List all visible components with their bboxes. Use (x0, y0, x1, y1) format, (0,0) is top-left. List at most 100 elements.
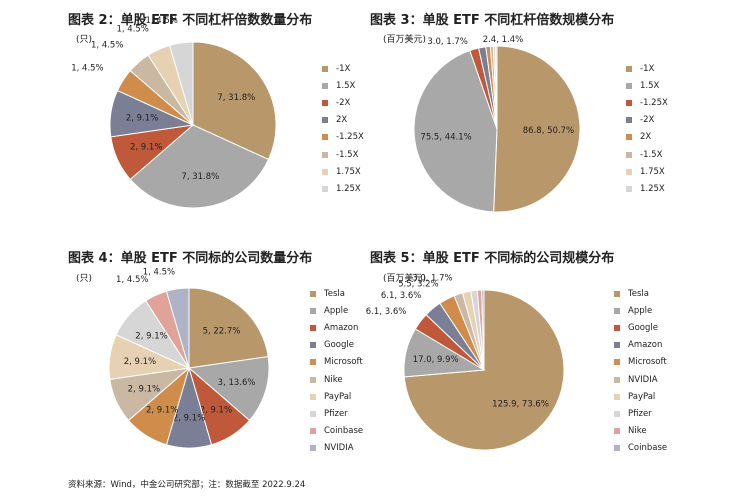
legend-swatch (626, 151, 632, 158)
legend-label: -1.25X (336, 132, 364, 143)
legend-swatch (614, 290, 620, 297)
legend-swatch (322, 65, 328, 72)
legend-label: Pfizer (324, 408, 348, 419)
legend-swatch (322, 168, 328, 175)
source-note: 资料来源：Wind，中金公司研究部；注：数据截至 2022.9.24 (68, 480, 306, 490)
data-label: 7, 31.8% (181, 172, 219, 182)
data-label: 17.0, 9.9% (413, 355, 459, 365)
data-label: 5.5, 3.2% (398, 280, 439, 290)
legend-swatch (614, 307, 620, 314)
legend-item: Pfizer (310, 405, 363, 422)
chart-unit: (只) (76, 35, 93, 45)
legend-swatch (626, 99, 632, 106)
data-label: 2.4, 1.4% (483, 35, 524, 45)
legend-label: 1.75X (640, 166, 665, 177)
legend-swatch (614, 359, 620, 366)
data-label: 86.8, 50.7% (523, 126, 574, 136)
data-label: 6.1, 3.6% (366, 307, 407, 317)
legend-swatch (310, 342, 316, 349)
legend-swatch (614, 376, 620, 383)
data-label: 3.0, 1.7% (412, 274, 453, 284)
legend-label: Microsoft (628, 357, 667, 368)
legend-swatch (310, 410, 316, 417)
data-label: 1, 4.5% (91, 41, 123, 51)
legend-swatch (310, 359, 316, 366)
legend-label: Nike (628, 426, 647, 437)
legend: Tesla Apple Google Amazon Microsoft NVIDIA Pay… (614, 285, 667, 457)
legend-swatch (614, 428, 620, 435)
legend-label: Tesla (628, 288, 649, 299)
legend-item: Coinbase (614, 440, 667, 457)
data-label: 2, 9.1% (200, 406, 232, 416)
legend-item: Nike (614, 423, 667, 440)
legend-item: -1X (322, 60, 364, 77)
legend-label: -1.25X (640, 97, 668, 108)
legend-swatch (614, 324, 620, 331)
chart-title: 图表 5：单股 ETF 不同标的公司规模分布 (370, 251, 615, 266)
legend-swatch (614, 410, 620, 417)
legend-item: Tesla (614, 285, 667, 302)
pie-slice--1x (493, 45, 581, 213)
legend-item: -1.5X (626, 146, 668, 163)
legend-swatch (322, 99, 328, 106)
legend-swatch (310, 290, 316, 297)
legend-label: -1.5X (640, 149, 663, 160)
legend-item: 2X (322, 112, 364, 129)
pie-slice-nvidia (165, 287, 190, 369)
legend-label: NVIDIA (324, 443, 354, 454)
legend-label: NVIDIA (628, 374, 658, 385)
legend-label: Google (324, 340, 354, 351)
legend-swatch (322, 151, 328, 158)
legend-label: Apple (324, 305, 349, 316)
legend-swatch (310, 393, 316, 400)
data-label: 1, 4.5% (143, 267, 175, 277)
legend-item: -1.25X (322, 129, 364, 146)
legend-item: 1.25X (322, 180, 364, 197)
legend-label: Apple (628, 305, 653, 316)
data-label: 3.0, 1.7% (427, 37, 468, 47)
pie-slice-tesla (188, 287, 269, 369)
legend-swatch (310, 307, 316, 314)
legend-item: Microsoft (310, 354, 363, 371)
data-label: 1, 4.5% (71, 64, 103, 74)
legend-label: Microsoft (324, 357, 363, 368)
legend-label: Tesla (324, 288, 345, 299)
legend: -1X 1.5X -2X 2X -1.25X -1.5X 1.75X 1.25X (322, 60, 364, 198)
pie-slice-apple (187, 356, 270, 422)
legend-item: -1.5X (322, 146, 364, 163)
data-label: 75.5, 44.1% (420, 133, 471, 143)
legend-item: Amazon (614, 337, 667, 354)
legend: -1X 1.5X -1.25X -2X 2X -1.5X 1.75X 1.25X (626, 60, 668, 198)
legend-item: 1.75X (626, 163, 668, 180)
legend-label: PayPal (628, 391, 656, 402)
legend-item: NVIDIA (614, 371, 667, 388)
legend-item: Pfizer (614, 405, 667, 422)
legend-item: 1.25X (626, 180, 668, 197)
data-label: 5, 22.7% (203, 327, 241, 337)
data-label: 7, 31.8% (217, 93, 255, 103)
pie-slice-1-25x (168, 41, 194, 126)
data-label: 1, 4.5% (145, 16, 177, 26)
legend-label: PayPal (324, 391, 352, 402)
legend-label: -2X (640, 115, 655, 126)
data-label: 2, 9.1% (146, 406, 178, 416)
chart-title: 图表 4：单股 ETF 不同标的公司数量分布 (68, 251, 313, 266)
legend-swatch (322, 117, 328, 124)
legend-swatch (322, 82, 328, 89)
data-label: 6.1, 3.6% (381, 291, 422, 301)
legend-label: 2X (336, 115, 348, 126)
legend-label: -1X (640, 63, 655, 74)
legend-swatch (626, 65, 632, 72)
legend-item: -1X (626, 60, 668, 77)
data-label: 2, 9.1% (173, 414, 205, 424)
chart-unit: (只) (76, 274, 93, 284)
legend-swatch (626, 117, 632, 124)
data-label: 125.9, 73.6% (492, 400, 549, 410)
legend-swatch (626, 168, 632, 175)
legend-swatch (310, 428, 316, 435)
legend-item: 1.5X (626, 77, 668, 94)
legend-label: -2X (336, 97, 351, 108)
legend-label: Google (628, 322, 658, 333)
legend-item: -2X (626, 112, 668, 129)
